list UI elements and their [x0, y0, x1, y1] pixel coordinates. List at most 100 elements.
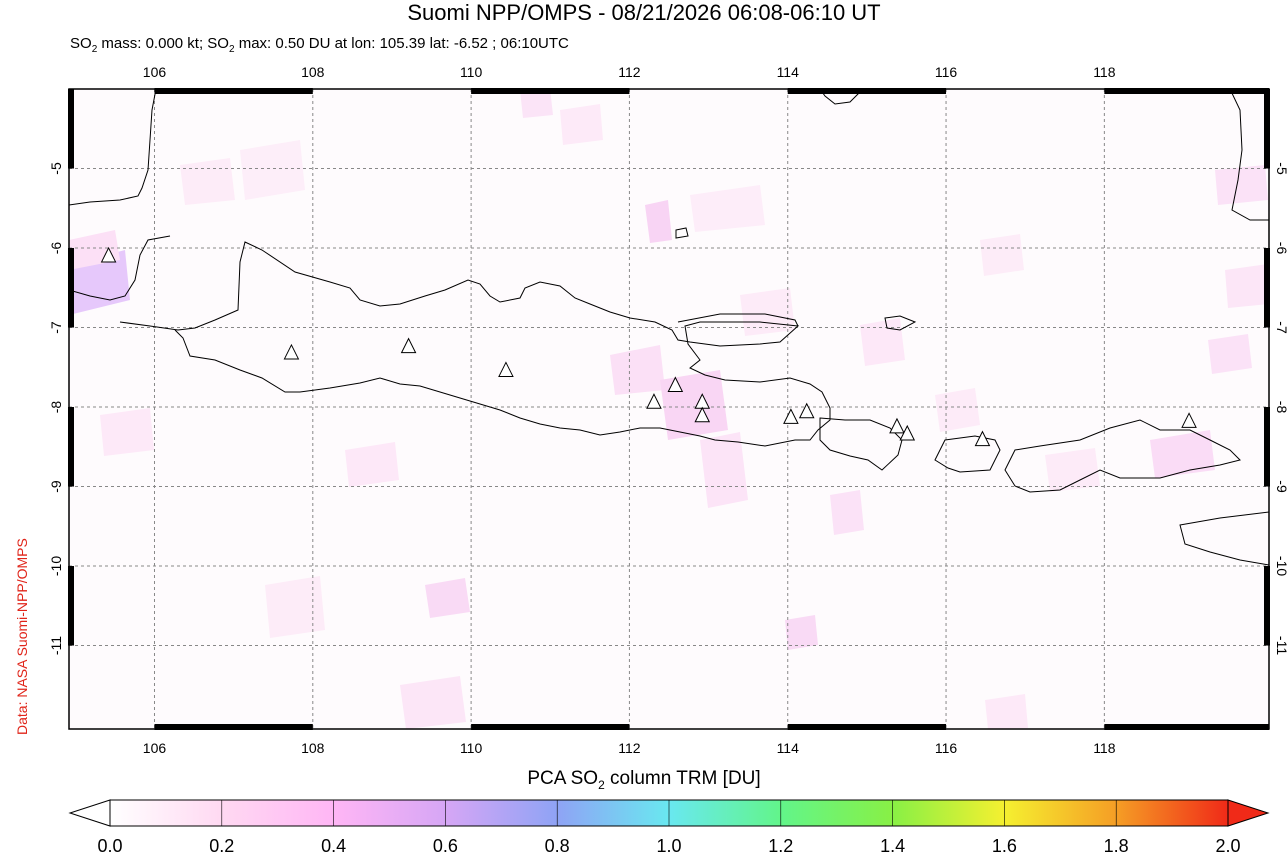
subtitle-so: SO [70, 35, 92, 52]
lon-tick-label: 108 [301, 740, 325, 756]
lat-tick-label-left: -9 [48, 480, 64, 493]
so2-pixel [645, 200, 672, 243]
lat-tick-label-left: -6 [48, 242, 64, 255]
frame-bar-top [471, 88, 630, 94]
colorbar-title-sub: 2 [598, 777, 605, 792]
volcano-triangle-icon [974, 430, 991, 447]
so2-pixel [935, 388, 980, 432]
lon-tick-label: 112 [618, 740, 641, 756]
subtitle-max: max: 0.50 DU at lon: 105.39 lat: -6.52 ;… [234, 35, 569, 52]
so2-pixel [860, 318, 905, 366]
lon-tick-label: 114 [777, 64, 800, 80]
so2-pixel [240, 140, 305, 200]
so2-pixel [265, 576, 325, 638]
colorbar-title-unit: column TRM [DU] [604, 768, 761, 789]
so2-pixel [1215, 165, 1268, 205]
lon-tick-label: 118 [1093, 64, 1116, 80]
so2-pixel [740, 288, 795, 336]
so2-pixel [980, 234, 1024, 276]
lon-tick-label: 112 [618, 64, 641, 80]
so2-pixel [985, 694, 1028, 729]
so2-pixel [345, 442, 399, 487]
volcano-triangle-icon [283, 343, 300, 360]
lat-tick-label-left: -11 [48, 636, 64, 655]
lat-tick-label-right: -8 [1274, 401, 1288, 414]
so2-pixel [100, 408, 154, 456]
volcano-triangle-icon [667, 376, 684, 393]
volcano-triangle-icon [400, 337, 417, 354]
volcano-triangle-icon [498, 361, 514, 377]
frame-bar-top [787, 88, 947, 94]
coastlines [69, 89, 1269, 566]
so2-pixel [1150, 430, 1215, 478]
lat-tick-label-right: -9 [1274, 480, 1288, 493]
colorbar-over-arrow [1227, 799, 1270, 827]
coastline-sulawesi [1229, 89, 1269, 221]
lon-tick-label: 108 [301, 64, 325, 80]
coastline-sumbawa [1004, 419, 1241, 493]
frame-bar-right [1264, 566, 1270, 646]
lon-tick-label: 106 [143, 64, 167, 80]
volcano-triangle-icon [694, 406, 711, 423]
map-title: Suomi NPP/OMPS - 08/21/2026 06:08-06:10 … [407, 0, 881, 25]
colorbar-tick-label: 0.8 [545, 836, 570, 855]
frame-bar-left [68, 407, 74, 487]
volcano-triangle-icon [889, 417, 905, 434]
frame-bar-bottom [154, 724, 313, 730]
coastline-bali [819, 417, 903, 471]
colorbar: 0.0 0.2 0.4 0.6 0.8 1.0 1.2 1.4 1.6 1.8 2.0 [68, 799, 1270, 855]
subtitle-sub-2: 2 [228, 44, 235, 55]
volcano-markers [100, 246, 1197, 447]
so2-pixel [1225, 264, 1269, 308]
so2-pixel [785, 615, 818, 650]
volcano-triangle-icon [100, 246, 117, 263]
so2-pixel [610, 345, 665, 395]
lat-tick-label-right: -7 [1274, 321, 1288, 334]
graticule [69, 89, 1269, 729]
so2-pixel [400, 676, 466, 729]
frame-checker-bars [68, 88, 1270, 730]
lat-tick-label-left: -7 [48, 321, 64, 334]
coastline-bawean [675, 227, 689, 239]
frame-bar-bottom [1104, 724, 1269, 730]
lat-tick-label-right: -6 [1274, 242, 1288, 255]
frame-bar-left [68, 89, 74, 169]
colorbar-tick-label: 1.0 [656, 836, 681, 855]
map-subtitle: SO2 mass: 0.000 kt; SO2 max: 0.50 DU at … [70, 35, 569, 55]
so2-pixel [425, 578, 470, 618]
lat-tick-label-right: -5 [1274, 162, 1288, 175]
volcano-triangle-icon [1181, 412, 1197, 428]
lon-tick-label: 116 [935, 64, 958, 80]
frame-bar-left [68, 248, 74, 328]
colorbar-ticks: 0.0 0.2 0.4 0.6 0.8 1.0 1.2 1.4 1.6 1.8 2.0 [97, 800, 1241, 855]
so2-pixel [660, 370, 728, 440]
lon-tick-label: 116 [935, 740, 958, 756]
colorbar-tick-label: 2.0 [1215, 836, 1240, 855]
lon-tick-label: 110 [460, 64, 483, 80]
so2-pixel [1208, 334, 1252, 374]
coastline-kangean [884, 315, 917, 331]
frame-bar-bottom [787, 724, 947, 730]
frame-bar-top [154, 88, 313, 94]
lat-tick-label-left: -8 [48, 401, 64, 414]
coastline-sumatra [69, 89, 157, 206]
colorbar-tick-label: 1.6 [992, 836, 1017, 855]
so2-pixel [830, 490, 864, 535]
so2-pixel [560, 104, 603, 145]
so2-pixel [700, 432, 748, 508]
volcano-triangle-icon [899, 424, 916, 441]
lon-tick-label: 106 [143, 740, 167, 756]
frame-bar-bottom [471, 724, 630, 730]
frame-bar-right [1264, 407, 1270, 487]
volcano-triangle-icon [646, 393, 662, 409]
colorbar-tick-label: 0.6 [433, 836, 458, 855]
lat-tick-label-left: -10 [48, 556, 64, 576]
colorbar-tick-label: 1.8 [1104, 836, 1129, 855]
colorbar-tick-label: 0.2 [209, 836, 234, 855]
coastline-madura [677, 313, 799, 327]
subtitle-mass: mass: 0.000 kt; SO [97, 35, 229, 52]
colorbar-title-pca: PCA SO [527, 768, 599, 789]
so2-pixel-layer [69, 89, 1269, 729]
coastline-sumatra-south [69, 235, 171, 301]
so2-pixel [1045, 448, 1100, 492]
